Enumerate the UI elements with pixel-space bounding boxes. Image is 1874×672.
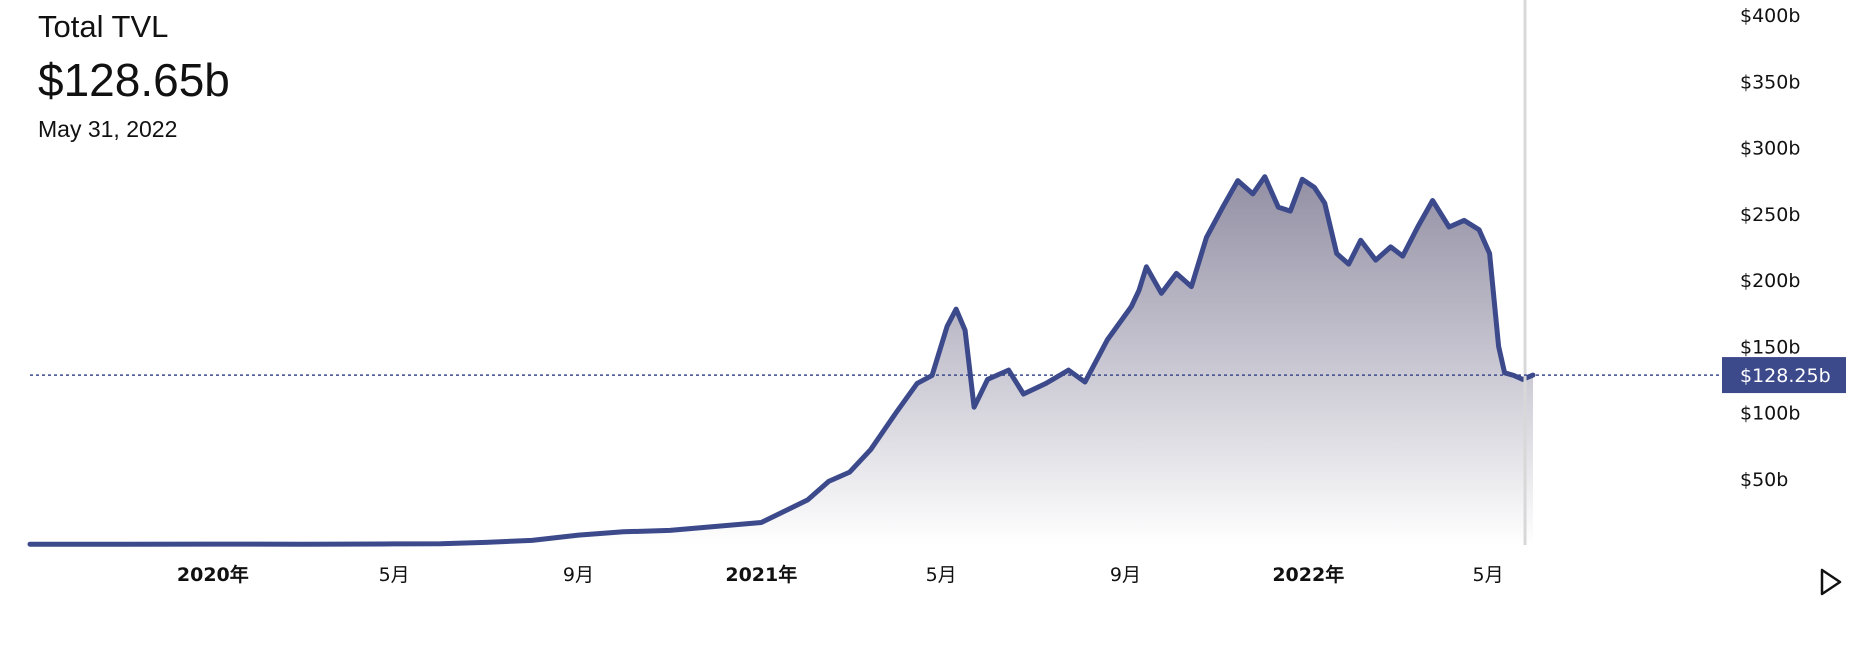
y-tick-label: $200b (1740, 270, 1800, 292)
y-tick-label: $350b (1740, 71, 1800, 93)
y-axis: $50b $100b $150b $200b $250b $300b $350b $400b (1740, 5, 1800, 491)
x-tick-label: 2021年 (725, 563, 797, 586)
tvl-value: $128.65b (38, 54, 230, 106)
crosshair-label (1722, 357, 1846, 394)
x-tick-label: 9月 (563, 564, 594, 586)
crosshair-value: $128.25b (1740, 365, 1831, 387)
x-tick-label: 2022年 (1272, 563, 1344, 586)
y-tick-label: $250b (1740, 204, 1800, 226)
y-tick-label: $400b (1740, 5, 1800, 27)
tvl-date: May 31, 2022 (38, 116, 178, 142)
x-tick-label: 5月 (926, 564, 957, 586)
chart-title: Total TVL (38, 9, 169, 44)
y-tick-label: $300b (1740, 138, 1800, 160)
y-tick-label: $150b (1740, 336, 1800, 358)
area-fill (30, 176, 1533, 545)
play-icon[interactable] (1820, 568, 1842, 596)
tvl-header: Total TVL $128.65b May 31, 2022 (38, 8, 230, 144)
x-tick-label: 5月 (1473, 564, 1504, 586)
x-tick-label: 2020年 (177, 563, 249, 586)
y-tick-label: $100b (1740, 403, 1800, 425)
x-tick-label: 5月 (379, 564, 410, 586)
series-line (27, 174, 1536, 547)
x-tick-label: 9月 (1110, 564, 1141, 586)
x-axis: 2020年 5月 9月 2021年 5月 9月 2022年 5月 (177, 563, 1504, 586)
y-tick-label: $50b (1740, 469, 1788, 491)
